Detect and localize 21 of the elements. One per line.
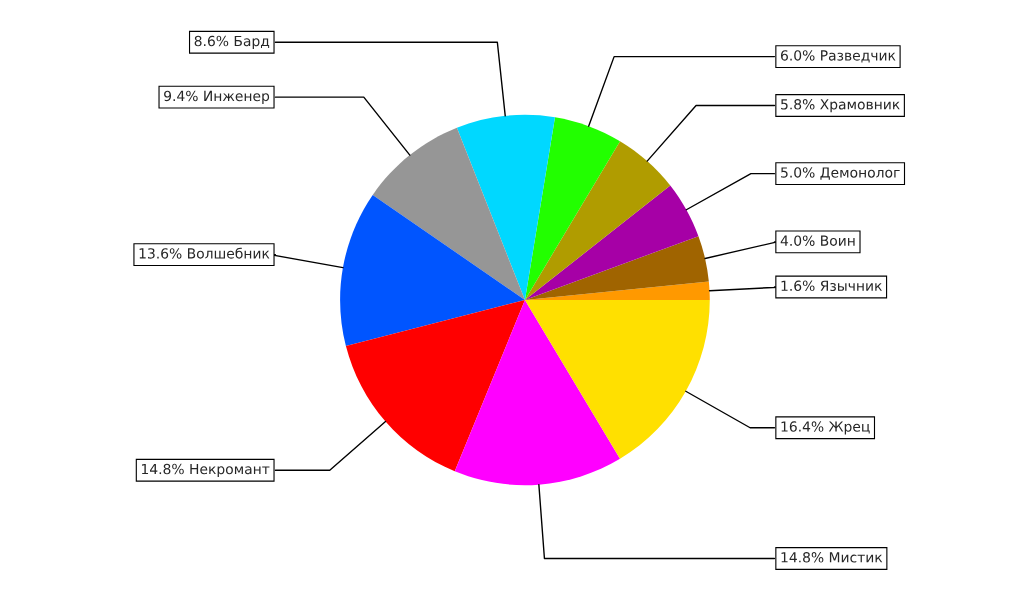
- pie-slice: [524, 300, 710, 459]
- pie-slice: [345, 300, 525, 472]
- pie-slice: [524, 117, 621, 300]
- slice-label: 14.8% Некромант: [142, 463, 270, 477]
- slice-label: 5.0% Демонолог: [781, 167, 900, 180]
- slice-label: 9.4% Инженер: [164, 90, 270, 104]
- slice-label: 8.6% Бард: [194, 35, 270, 49]
- pie-slice: [524, 185, 699, 300]
- slice-label: 16.4% Жрец: [781, 421, 870, 435]
- pie-slice: [524, 236, 709, 300]
- pie-slice: [372, 127, 525, 300]
- slice-label: 1.6% Язычник: [781, 280, 882, 291]
- pie-slice: [340, 194, 525, 347]
- pie-slice: [524, 141, 671, 300]
- pie-slice: [456, 114, 555, 300]
- slice-label: 5.8% Храмовник: [781, 99, 900, 113]
- slice-label: 13.6% Волшебник: [139, 247, 270, 259]
- slice-label: 4.0% Воин: [780, 235, 855, 246]
- pie-slice: [454, 300, 621, 486]
- slice-label: 6.0% Разведчик: [780, 50, 896, 63]
- slice-label: 14.8% Мистик: [781, 552, 883, 563]
